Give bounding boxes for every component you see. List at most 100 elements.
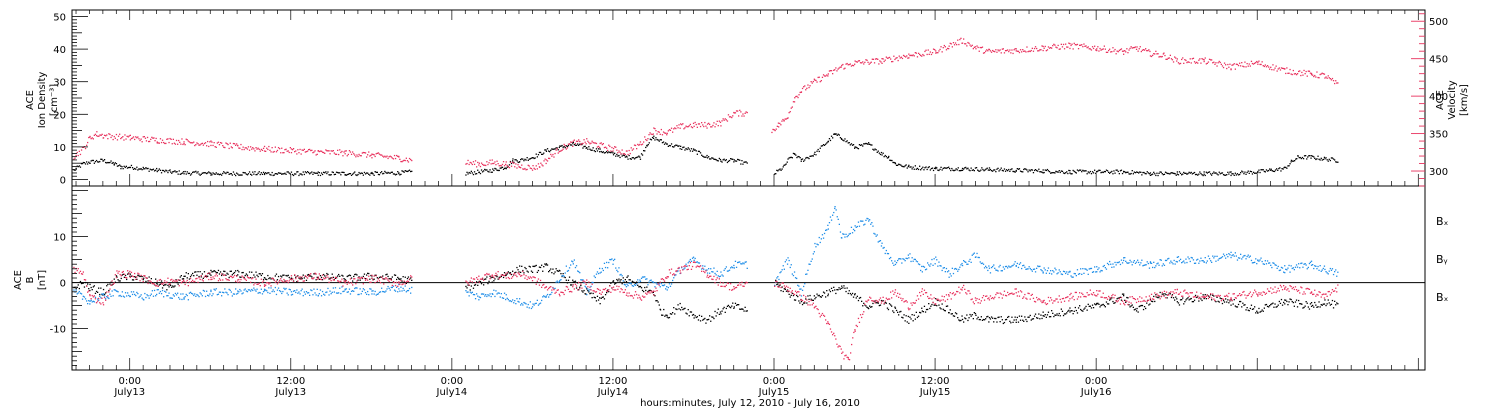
velocity-point (968, 42, 970, 44)
bx-point (663, 308, 665, 311)
by-point (946, 271, 949, 273)
by-point (1185, 258, 1187, 260)
velocity-point (1262, 65, 1264, 67)
by-point (607, 267, 609, 269)
velocity-point (786, 117, 788, 120)
by-point (985, 265, 987, 267)
by-point (1011, 265, 1013, 267)
density-point (1181, 174, 1183, 176)
bx-point (1290, 298, 1292, 301)
by-point (701, 268, 703, 270)
bz-point (344, 282, 346, 284)
bx-point (723, 306, 725, 309)
bx-point (73, 287, 75, 289)
velocity-point (666, 134, 668, 136)
velocity-point (876, 58, 878, 60)
by-point (1094, 266, 1096, 268)
density-point (252, 171, 254, 173)
by-point (1172, 263, 1174, 265)
bz-point (165, 282, 167, 284)
bx-point (92, 286, 94, 288)
bz-point (167, 277, 169, 279)
by-point (487, 294, 489, 296)
velocity-point (665, 132, 667, 134)
by-point (1167, 258, 1169, 260)
by-point (843, 233, 845, 235)
bx-point (286, 275, 288, 277)
velocity-point (740, 111, 742, 113)
by-point (643, 276, 645, 278)
bx-point (285, 274, 287, 277)
velocity-point (1042, 45, 1044, 48)
velocity-point (515, 163, 517, 165)
by-point (676, 270, 678, 273)
density-point (973, 170, 975, 172)
velocity-point (656, 133, 658, 135)
bx-point (1116, 298, 1118, 300)
velocity-point (836, 70, 838, 72)
by-point (973, 252, 975, 254)
by-point (157, 289, 159, 291)
by-point (1022, 265, 1024, 267)
density-point (619, 156, 621, 159)
bz-point (325, 277, 327, 279)
by-point (983, 267, 986, 269)
velocity-point (1218, 60, 1220, 63)
velocity-point (839, 66, 841, 68)
density-point (652, 137, 655, 139)
by-point (782, 265, 784, 267)
density-point (150, 169, 152, 171)
bz-point (92, 296, 94, 298)
by-point (1150, 262, 1153, 264)
bx-point (218, 273, 221, 275)
velocity-point (997, 49, 999, 51)
bx-point (309, 275, 311, 277)
density-point (1090, 173, 1093, 175)
by-point (263, 288, 266, 290)
density-point (171, 172, 173, 174)
velocity-point (268, 145, 270, 148)
by-point (525, 303, 527, 305)
density-point (1046, 168, 1049, 171)
bx-point (137, 274, 139, 276)
bz-point (171, 278, 173, 281)
density-point (1082, 169, 1084, 171)
by-point (309, 294, 311, 296)
by-point (1257, 259, 1259, 261)
bz-point (362, 283, 364, 285)
by-point (1047, 267, 1050, 269)
by-point (75, 289, 77, 291)
by-point (1046, 270, 1049, 272)
density-point (970, 167, 972, 169)
by-point (1266, 260, 1269, 262)
velocity-point (1292, 69, 1294, 72)
velocity-point (940, 46, 942, 48)
velocity-point (599, 142, 601, 145)
by-point (698, 262, 701, 264)
by-point (994, 267, 996, 269)
bx-point (580, 284, 582, 287)
by-point (1233, 255, 1235, 257)
density-point (138, 168, 140, 170)
bx-point (641, 289, 644, 292)
velocity-point (290, 148, 293, 150)
bx-point (1237, 303, 1240, 306)
velocity-point (815, 79, 817, 82)
density-point (1017, 168, 1020, 170)
density-point (746, 162, 748, 164)
by-point (338, 292, 340, 294)
by-point (1040, 269, 1042, 271)
bx-point (787, 291, 789, 293)
bx-point (1123, 293, 1125, 295)
density-point (306, 171, 309, 173)
by-point (956, 268, 958, 270)
bx-point (1061, 310, 1064, 312)
bx-point (473, 284, 476, 286)
bx-point (834, 289, 836, 291)
density-point (800, 158, 803, 161)
density-point (1083, 170, 1085, 172)
by-point (153, 289, 156, 292)
density-point (599, 148, 601, 150)
density-point (1337, 161, 1339, 163)
by-point (1246, 255, 1248, 258)
